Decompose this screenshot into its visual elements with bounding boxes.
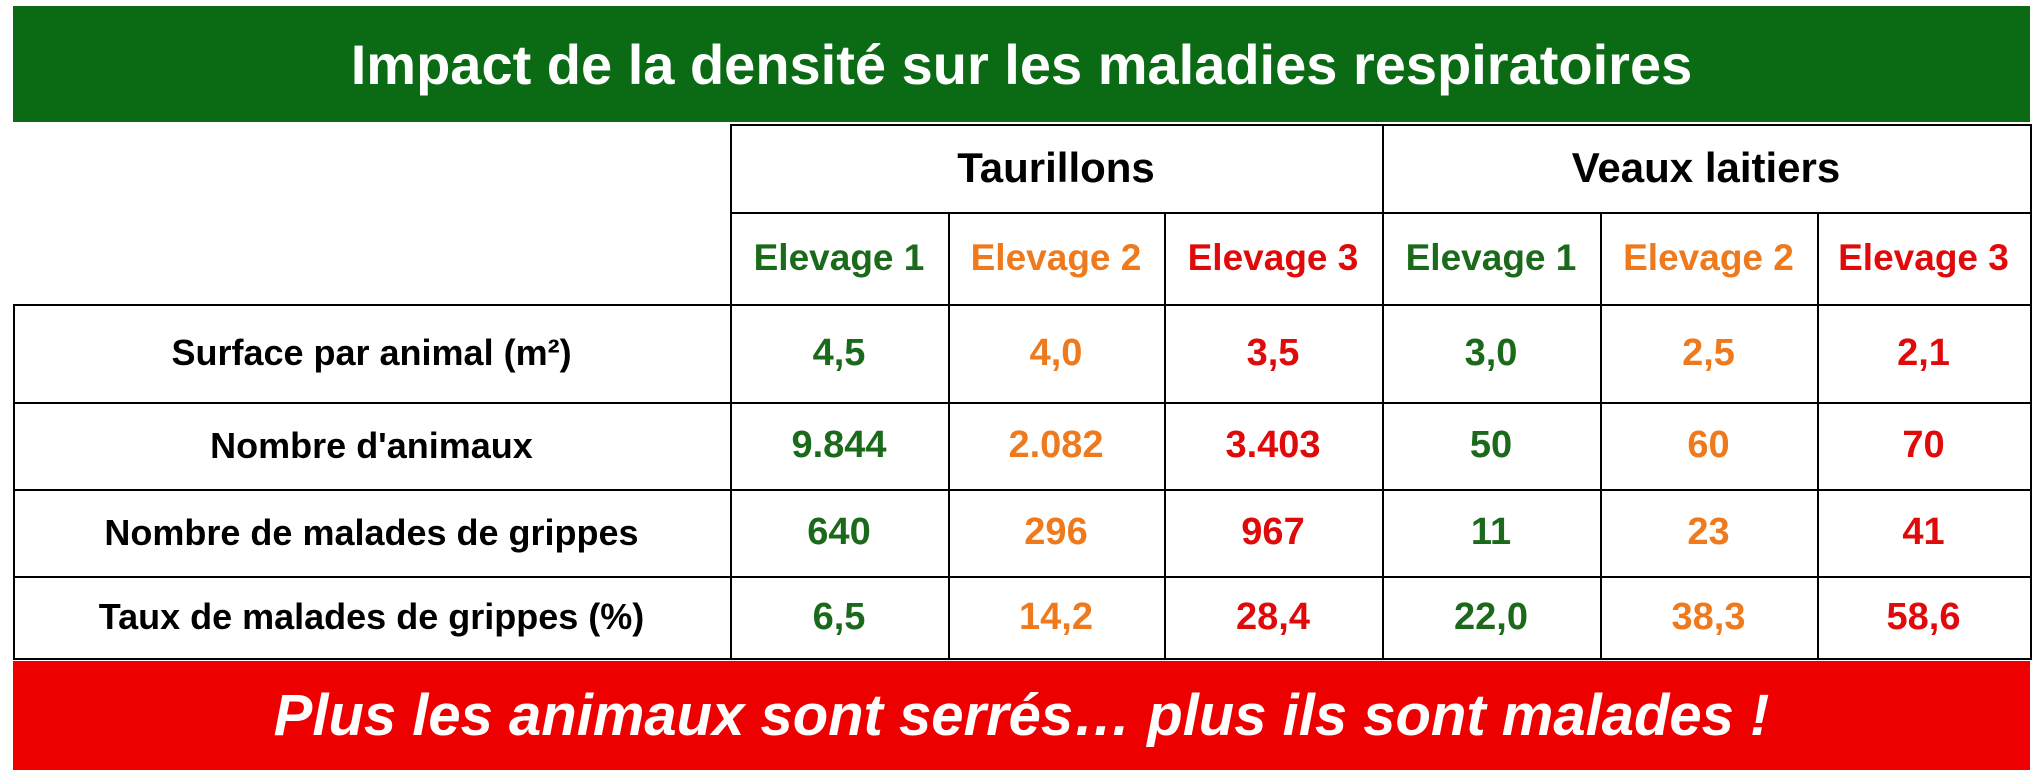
table-border [13,489,2032,491]
cell-value: 9.844 [791,424,887,466]
table-border [730,124,2032,126]
column-header: Elevage 1 [753,237,925,278]
group-header: Veaux laitiers [1571,144,1841,191]
cell-value: 3,0 [1464,331,1518,374]
table-border [1817,212,1819,658]
row-label: Surface par animal (m²) [171,332,572,373]
title-banner: Impact de la densité sur les maladies re… [13,6,2030,122]
cell-value: 296 [1024,511,1088,553]
table-border [1600,212,1602,658]
column-header: Elevage 3 [1838,237,2009,278]
cell-value: 60 [1687,424,1730,466]
table-border [948,212,950,658]
table-border [1382,124,1384,658]
table-border [13,304,15,658]
column-header: Elevage 2 [1623,237,1794,278]
group-header: Taurillons [957,144,1155,191]
cell-value: 14,2 [1019,595,1093,638]
cell-value: 41 [1902,511,1945,553]
column-header: Elevage 1 [1405,237,1577,278]
table-border [730,212,2030,214]
cell-value: 38,3 [1671,595,1746,638]
cell-value: 4,5 [812,331,866,374]
cell-value: 28,4 [1236,595,1310,638]
cell-value: 50 [1469,424,1513,466]
table-border [2030,124,2032,658]
cell-value: 23 [1687,511,1730,553]
row-label: Nombre d'animaux [210,424,533,466]
table-border [13,576,2032,578]
cell-value: 6,5 [812,595,866,638]
table-border [13,658,2032,660]
cell-value: 3.403 [1225,424,1321,466]
cell-value: 11 [1470,511,1512,553]
table-border [13,402,2032,404]
cell-value: 58,6 [1886,595,1961,638]
column-header: Elevage 2 [970,237,1142,278]
cell-value: 22,0 [1454,595,1528,638]
cell-value: 967 [1241,511,1305,553]
table-border [730,124,732,658]
cell-value: 4,0 [1029,331,1083,374]
cell-value: 2.082 [1008,424,1104,466]
cell-value: 2,5 [1682,331,1735,374]
table-border [1164,212,1166,658]
cell-value: 2,1 [1897,331,1950,374]
cell-value: 640 [807,511,871,553]
column-header: Elevage 3 [1187,237,1359,278]
cell-value: 70 [1902,424,1945,466]
row-label: Taux de malades de grippes (%) [98,596,645,637]
cell-value: 3,5 [1246,331,1300,374]
footer-banner: Plus les animaux sont serrés… plus ils s… [13,661,2030,770]
row-label: Nombre de malades de grippes [104,511,639,553]
table-border [13,304,2032,306]
